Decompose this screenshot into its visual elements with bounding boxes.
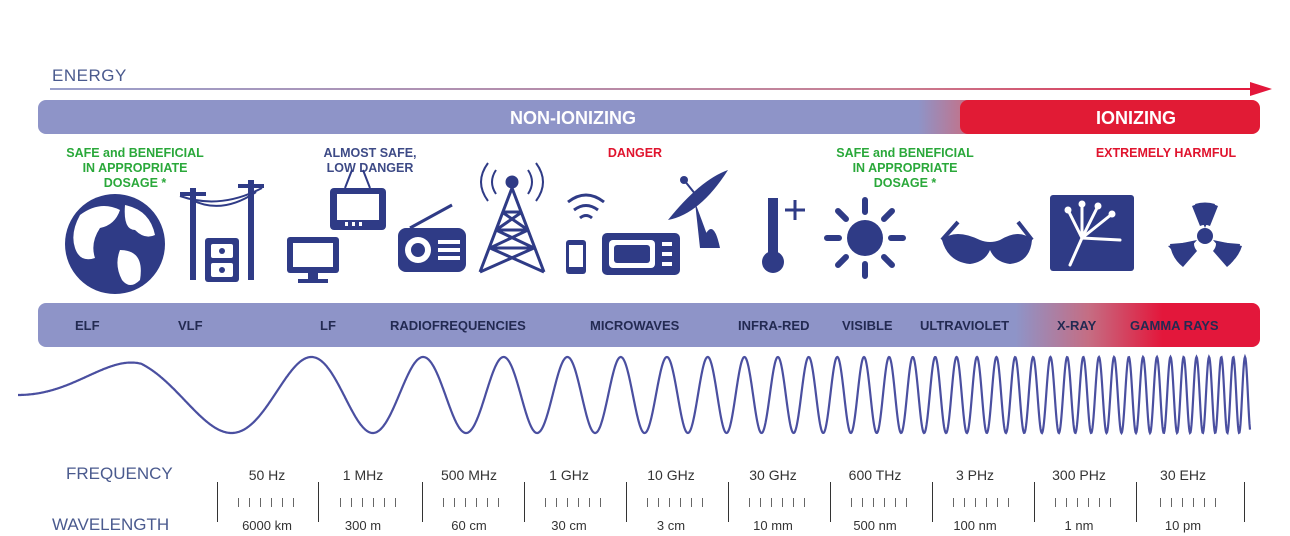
wave-line [18,353,1252,436]
wavelength-value: 60 cm [451,518,487,533]
scale-separator [830,482,831,522]
region-visible: VISIBLE [842,318,893,333]
region-microwaves: MICROWAVES [590,318,680,333]
wavelength-value: 6000 km [242,518,292,533]
phone-icon [566,240,586,274]
scale-ticks [851,498,909,507]
frequency-value: 1 GHz [549,467,589,483]
scale-ticks [1055,498,1113,507]
hazard-label-elf: SAFE and BENEFICIAL IN APPROPRIATE DOSAG… [66,146,204,190]
sun-icon [824,197,906,279]
thermometer-icon [762,198,805,273]
energy-label: ENERGY [52,66,127,85]
scale-ticks [545,498,603,507]
frequency-value: 3 PHz [955,467,995,483]
region-x-ray: X-RAY [1057,318,1097,333]
radiation-icon [1168,202,1242,267]
region-ultraviolet: ULTRAVIOLET [920,318,1010,333]
region-elf: ELF [75,318,100,333]
scale-separator [1034,482,1035,522]
wavelength-value: 300 m [344,518,382,533]
region-infra-red: INFRA-RED [738,318,810,333]
region-vlf: VLF [178,318,203,333]
region-radiofrequencies: RADIOFREQUENCIES [390,318,526,333]
scale-separator [1244,482,1245,522]
wave-graphic [18,353,1252,436]
frequency-value: 600 THz [848,467,902,483]
monitor-icon [287,237,339,283]
frequency-value: 10 GHz [647,467,695,483]
wavelength-value: 30 cm [551,518,587,533]
scale-ticks [340,498,398,507]
ionizing-band [960,100,1260,134]
satellite-dish-icon [668,170,728,248]
scale-separator [524,482,525,522]
hazard-label-low-frequency: ALMOST SAFE, LOW DANGER [323,146,417,175]
wavelength-value: 10 mm [753,518,793,533]
wavelength-title: WAVELENGTH [52,515,170,534]
scale-separator [217,482,218,522]
region-gamma-rays: GAMMA RAYS [1130,318,1219,333]
region-lf: LF [320,318,336,333]
frequency-title: FREQUENCY [66,464,173,483]
hazard-label-microwaves: DANGER [607,146,663,160]
hazard-label-optical: SAFE and BENEFICIAL IN APPROPRIATE DOSAG… [836,146,974,190]
scale-separator [422,482,423,522]
frequency-value: 500 MHz [440,467,498,483]
sunglasses-icon [940,220,1034,264]
spectrum-band [38,303,1260,347]
scale-ticks [749,498,807,507]
wavelength-value: 3 cm [656,518,686,533]
scale-separator [626,482,627,522]
frequency-value: 30 EHz [1160,467,1206,483]
scale-separator [1136,482,1137,522]
frequency-value: 1 MHz [342,467,384,483]
power-line-icon [179,180,264,282]
wavelength-value: 10 pm [1164,518,1202,533]
frequency-value: 30 GHz [749,467,797,483]
wavelength-value: 500 nm [853,518,897,533]
non-ionizing-label: NON-IONIZING [510,108,636,128]
scale-ticks [647,498,705,507]
scale-separator [318,482,319,522]
globe-icon [65,194,165,294]
icon-row [65,162,1242,294]
ionizing-label: IONIZING [1096,108,1176,128]
xray-hand-icon [1050,195,1134,271]
microwave-oven-icon [602,233,680,275]
scale-ticks [953,498,1011,507]
antenna-tower-icon [478,162,546,274]
scale-separator [932,482,933,522]
scale-ticks [443,498,501,507]
scale-ticks [1160,498,1218,507]
scale-separator [728,482,729,522]
frequency-value: 50 Hz [248,467,286,483]
frequency-value: 300 PHz [1052,467,1106,483]
non-ionizing-band [38,100,1038,134]
tv-icon [330,169,386,230]
radio-icon [398,203,466,272]
wavelength-value: 100 nm [953,518,997,533]
wavelength-value: 1 nm [1064,518,1094,533]
wifi-icon [567,193,605,220]
scale-ticks [238,498,296,507]
hazard-label-ionizing: EXTREMELY HARMFUL [1095,146,1237,160]
